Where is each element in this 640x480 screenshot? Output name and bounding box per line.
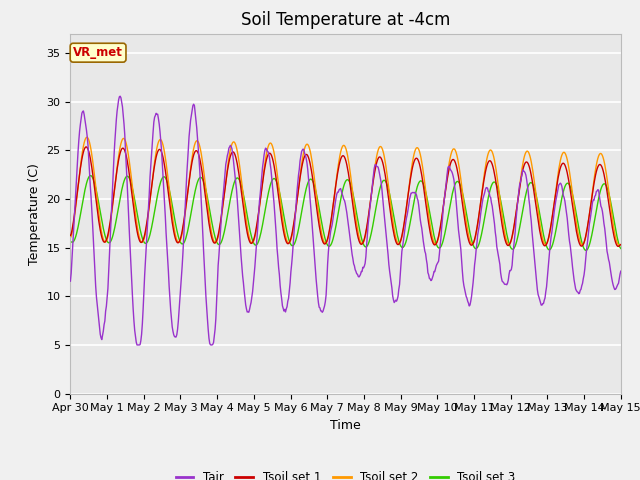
Line: Tsoil set 3: Tsoil set 3 [70,176,621,251]
Line: Tair: Tair [70,96,621,345]
Tsoil set 1 [617,242,625,248]
Tair [617,268,625,274]
Tsoil set 2 [134,227,141,232]
Tsoil set 1 [190,152,198,158]
Tsoil set 2 [617,241,625,247]
Tair [220,189,227,194]
Tsoil set 1 [614,243,622,249]
Tair [77,121,84,127]
Legend: Tair, Tsoil set 1, Tsoil set 2, Tsoil set 3: Tair, Tsoil set 1, Tsoil set 2, Tsoil se… [171,466,520,480]
Tair [116,93,124,99]
Tair [134,342,141,348]
Tsoil set 3 [190,196,198,202]
Tsoil set 3 [429,229,437,235]
Y-axis label: Temperature (C): Temperature (C) [28,163,41,264]
Text: VR_met: VR_met [73,46,123,59]
Tsoil set 3 [413,184,421,190]
Line: Tsoil set 1: Tsoil set 1 [70,147,621,246]
Tsoil set 1 [219,203,227,208]
Tair [207,342,215,348]
Tair [430,269,438,275]
Tsoil set 2 [67,235,74,241]
Tsoil set 3 [582,248,589,253]
Title: Soil Temperature at -4cm: Soil Temperature at -4cm [241,11,451,29]
Tsoil set 2 [413,145,421,151]
Tsoil set 3 [219,235,227,241]
Tsoil set 1 [77,166,84,171]
Tsoil set 2 [83,134,91,140]
Tair [67,278,74,284]
Tsoil set 1 [429,240,437,246]
Tsoil set 3 [77,212,84,218]
Tair [414,197,422,203]
Tsoil set 3 [134,215,141,220]
Tsoil set 3 [617,246,625,252]
Tsoil set 2 [219,204,227,210]
Tsoil set 1 [83,144,90,150]
Tsoil set 3 [86,173,94,179]
Tsoil set 2 [190,146,198,152]
Tsoil set 1 [413,156,421,161]
Line: Tsoil set 2: Tsoil set 2 [70,137,621,245]
Tair [190,101,198,107]
Tsoil set 1 [134,232,141,238]
X-axis label: Time: Time [330,419,361,432]
Tsoil set 1 [67,233,74,239]
Tsoil set 2 [616,242,623,248]
Tsoil set 2 [429,238,437,243]
Tsoil set 2 [77,164,84,169]
Tsoil set 3 [67,239,74,245]
